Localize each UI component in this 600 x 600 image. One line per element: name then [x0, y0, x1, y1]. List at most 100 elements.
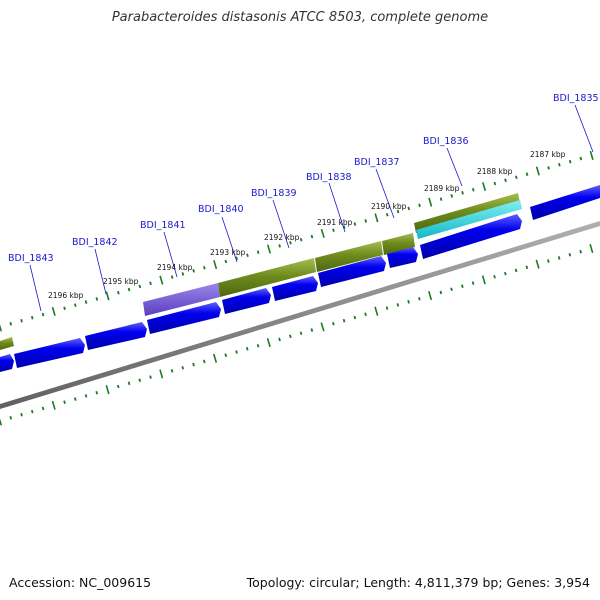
major-tick	[105, 291, 110, 301]
minor-tick	[342, 318, 346, 323]
tick-label: 2188 kbp	[477, 167, 513, 176]
gene-label-leader	[94, 248, 107, 295]
minor-tick	[138, 378, 142, 383]
gene-label-leader	[29, 264, 42, 312]
minor-tick	[504, 271, 507, 276]
minor-tick	[407, 206, 411, 211]
major-tick	[320, 322, 325, 332]
major-tick	[213, 353, 218, 363]
minor-tick	[235, 350, 238, 354]
minor-tick	[20, 318, 23, 323]
tick-label: 2194 kbp	[157, 263, 193, 272]
minor-tick	[170, 275, 174, 279]
minor-tick	[95, 390, 99, 395]
minor-tick	[30, 315, 34, 320]
gene-label-leader	[328, 182, 346, 233]
major-tick	[535, 166, 540, 176]
major-tick	[482, 182, 487, 192]
accession-text: Accession: NC_009615	[9, 575, 152, 590]
minor-tick	[471, 281, 475, 285]
tick-label: 2187 kbp	[530, 150, 566, 159]
major-tick	[0, 418, 3, 426]
major-tick	[159, 369, 164, 379]
minor-tick	[515, 175, 518, 180]
minor-tick	[202, 359, 206, 364]
gene-label: BDI_1836	[423, 136, 469, 147]
minor-tick	[364, 219, 368, 223]
minor-tick	[73, 397, 77, 401]
minor-tick	[20, 412, 23, 417]
minor-tick	[439, 290, 443, 295]
major-tick	[535, 259, 540, 269]
feature-purple	[143, 283, 220, 316]
minor-tick	[353, 222, 357, 226]
major-tick	[213, 260, 218, 270]
minor-tick	[278, 337, 281, 342]
gene-label: BDI_1840	[198, 204, 244, 215]
gene-label: BDI_1842	[72, 237, 118, 248]
gene-label-leader	[221, 216, 238, 263]
minor-tick	[364, 312, 367, 317]
minor-tick	[472, 187, 475, 192]
minor-tick	[84, 300, 88, 304]
major-tick	[51, 306, 56, 316]
minor-tick	[385, 212, 389, 217]
minor-tick	[450, 194, 454, 198]
major-tick	[159, 275, 164, 285]
gene-track	[0, 185, 600, 372]
minor-tick	[127, 287, 131, 292]
feature-olive-3	[382, 233, 415, 255]
gene-label: BDI_1843	[8, 253, 54, 264]
minor-tick	[557, 256, 561, 260]
minor-tick	[245, 347, 249, 351]
minor-tick	[525, 172, 529, 176]
feature-cyan	[416, 200, 522, 239]
tick-label: 2193 kbp	[210, 248, 246, 257]
tick-label: 2196 kbp	[48, 291, 84, 300]
major-tick	[589, 243, 594, 254]
major-tick	[266, 244, 271, 254]
minor-tick	[95, 297, 99, 301]
minor-tick	[138, 284, 142, 289]
minor-tick	[396, 303, 400, 307]
minor-tick	[181, 272, 185, 276]
minor-tick	[74, 303, 77, 307]
major-tick	[428, 197, 433, 207]
minor-tick	[579, 156, 583, 161]
minor-tick	[192, 269, 195, 273]
tick-label: 2195 kbp	[103, 277, 139, 286]
minor-tick	[289, 240, 292, 245]
major-tick	[589, 150, 594, 161]
minor-tick	[418, 203, 421, 208]
minor-tick	[332, 228, 335, 233]
feature-olive-2	[315, 241, 383, 272]
major-tick	[51, 400, 56, 410]
minor-tick	[117, 290, 120, 295]
major-tick	[481, 275, 486, 285]
major-tick	[374, 306, 379, 316]
gene-label-leader	[446, 147, 463, 187]
major-tick	[105, 385, 110, 395]
gene-label-leader	[163, 231, 178, 278]
gene-arrow	[0, 354, 14, 372]
minor-tick	[170, 369, 174, 373]
minor-tick	[418, 296, 421, 301]
minor-tick	[256, 343, 260, 348]
minor-tick	[310, 328, 314, 332]
minor-tick	[63, 306, 66, 311]
minor-tick	[558, 163, 561, 167]
inner-tick-ring	[0, 243, 594, 426]
minor-tick	[385, 306, 389, 310]
minor-tick	[203, 265, 206, 270]
minor-tick	[9, 416, 13, 420]
feature-track	[0, 193, 522, 350]
tick-label: 2191 kbp	[317, 218, 353, 227]
minor-tick	[30, 409, 34, 414]
gene-arrow	[222, 288, 271, 314]
minor-tick	[504, 178, 507, 183]
minor-tick	[407, 300, 410, 304]
gene-arrow	[530, 185, 600, 220]
minor-tick	[84, 394, 88, 398]
major-tick	[374, 213, 379, 223]
minor-tick	[461, 191, 464, 195]
